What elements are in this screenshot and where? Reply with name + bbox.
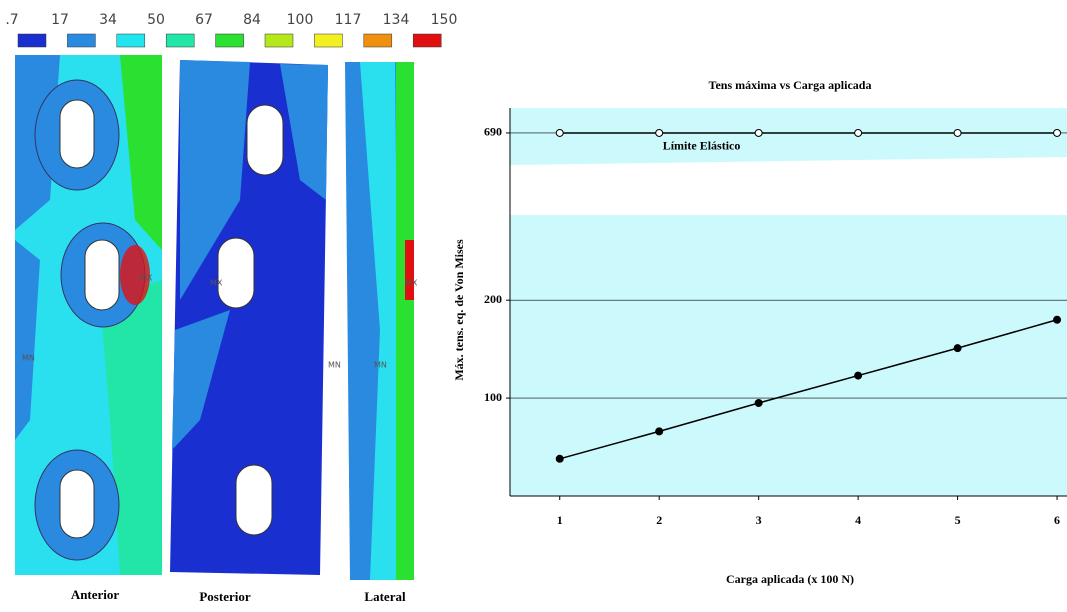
contour-legend: .7 17 34 50 67 84 100 117 134 150 (5, 12, 458, 48)
data-point (854, 371, 863, 380)
legend-tick-label: 17 (51, 12, 69, 28)
data-point (754, 128, 763, 137)
view-label: Lateral (364, 589, 406, 604)
x-axis-label: Carga aplicada (x 100 N) (726, 572, 854, 586)
data-point (1053, 315, 1062, 324)
legend-swatch (363, 33, 393, 48)
legend-swatch (116, 33, 146, 48)
data-point (655, 128, 664, 137)
axis-break (510, 157, 1067, 215)
x-tick-label: 4 (855, 513, 861, 527)
x-tick-label: 6 (1054, 513, 1060, 527)
extreme-marker: MX (210, 279, 223, 288)
contour (280, 64, 328, 200)
hole (217, 237, 255, 309)
series-label: Límite Elástico (663, 139, 741, 153)
legend-tick-label: 150 (431, 12, 458, 28)
hole (235, 464, 273, 536)
extreme-marker: MX (140, 274, 153, 283)
plot-background-lower (510, 215, 1067, 496)
legend-tick-label: 34 (99, 12, 117, 28)
legend-swatch (412, 33, 442, 48)
fea-views (15, 55, 414, 580)
y-tick-label: 200 (484, 292, 502, 306)
contour (360, 62, 400, 580)
view-label: Posterior (199, 589, 250, 604)
legend-tick-label: 67 (195, 12, 213, 28)
y-tick-label: 100 (484, 390, 502, 404)
extreme-marker: MN (328, 361, 341, 370)
hole (59, 469, 95, 539)
legend-swatch (165, 33, 195, 48)
data-point (754, 398, 763, 407)
contour (15, 240, 40, 440)
x-tick-label: 2 (656, 513, 662, 527)
extreme-marker: MX (405, 279, 418, 288)
legend-tick-label: 117 (335, 12, 362, 28)
legend-tick-label: 50 (147, 12, 165, 28)
chart-title: Tens máxima vs Carga aplicada (709, 78, 872, 92)
x-tick-label: 5 (955, 513, 961, 527)
view-label: Anterior (71, 587, 120, 602)
data-point (655, 427, 664, 436)
y-tick-label: 690 (484, 125, 502, 139)
extreme-marker: MN (22, 354, 35, 363)
data-point (953, 128, 962, 137)
x-tick-label: 1 (557, 513, 563, 527)
data-point (854, 128, 863, 137)
view-labels: Anterior MX MN Posterior MX MN Lateral MX MN (22, 274, 418, 604)
data-point (1053, 128, 1062, 137)
x-tick-label: 3 (756, 513, 762, 527)
contour (180, 60, 250, 300)
legend-swatch (215, 33, 244, 48)
y-axis-label: Máx. tens. eq. de Von Mises (452, 239, 466, 381)
legend-tick-label: 84 (243, 12, 261, 28)
legend-tick-label: 134 (383, 12, 410, 28)
data-point (555, 454, 564, 463)
series-line (559, 319, 1058, 460)
hot-spot (405, 240, 414, 300)
data-point (555, 128, 564, 137)
chart: Tens máxima vs Carga aplicada Carga apli… (452, 78, 1067, 586)
legend-swatch (17, 33, 47, 48)
hole (84, 239, 120, 311)
legend-tick-label: .7 (5, 12, 18, 28)
contour (172, 310, 230, 450)
extreme-marker: MN (374, 361, 387, 370)
legend-tick-label: 100 (287, 12, 314, 28)
hot-spot (120, 245, 150, 305)
plot-background-upper (510, 108, 1067, 165)
legend-swatch (314, 33, 343, 48)
legend-swatch (264, 33, 294, 48)
contour (120, 55, 162, 250)
data-point (953, 344, 962, 353)
legend-swatch (67, 33, 96, 48)
hole (246, 104, 284, 176)
hole (59, 99, 95, 169)
contour (396, 62, 414, 580)
